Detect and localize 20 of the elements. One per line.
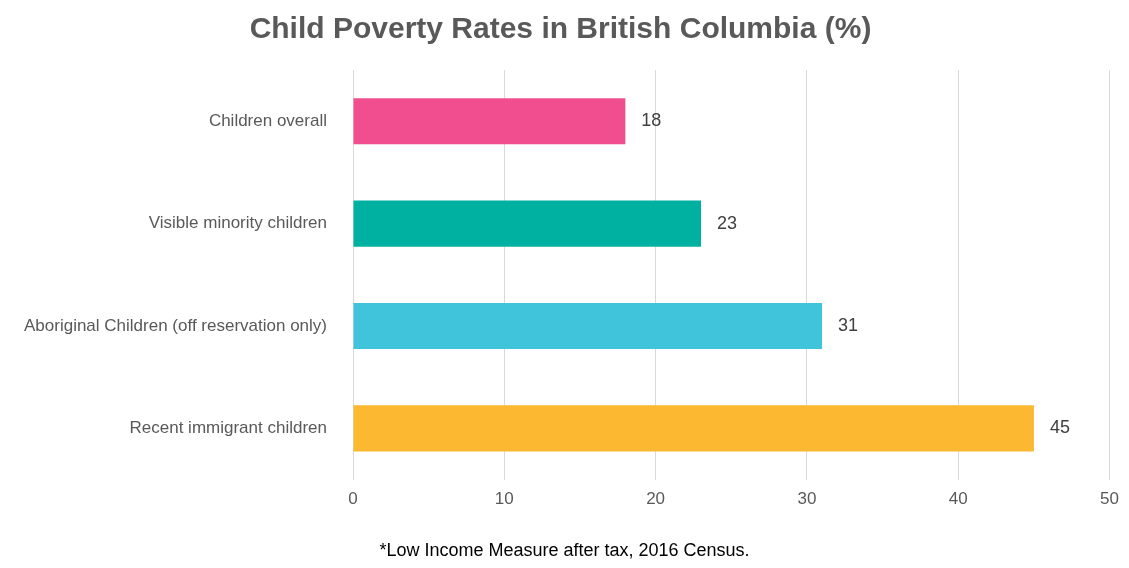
data-label: 23 — [717, 212, 738, 233]
x-tick-label: 10 — [494, 489, 514, 509]
data-label: 31 — [838, 314, 859, 335]
bar — [353, 98, 626, 145]
x-tick-label: 20 — [646, 489, 666, 509]
y-tick-label: Recent immigrant children — [129, 418, 327, 438]
bar — [353, 405, 1034, 452]
x-tick-label: 50 — [1100, 489, 1120, 509]
text: *Low Income Measure after tax, 2016 Census. — [379, 540, 750, 560]
x-tick-label: 30 — [797, 489, 817, 509]
y-tick-label: Children overall — [208, 110, 327, 130]
y-tick-label: Visible minority children — [148, 213, 327, 233]
x-tick-label: 40 — [948, 489, 968, 509]
x-tick-label: 0 — [348, 489, 358, 509]
data-label: 45 — [1049, 417, 1070, 438]
chart-title: Child Poverty Rates in British Columbia (%) — [249, 11, 872, 45]
bar — [353, 200, 702, 247]
data-label: 18 — [641, 110, 662, 131]
bar — [353, 302, 823, 350]
y-tick-label: Aboriginal Children (off reservation only) — [23, 315, 327, 335]
